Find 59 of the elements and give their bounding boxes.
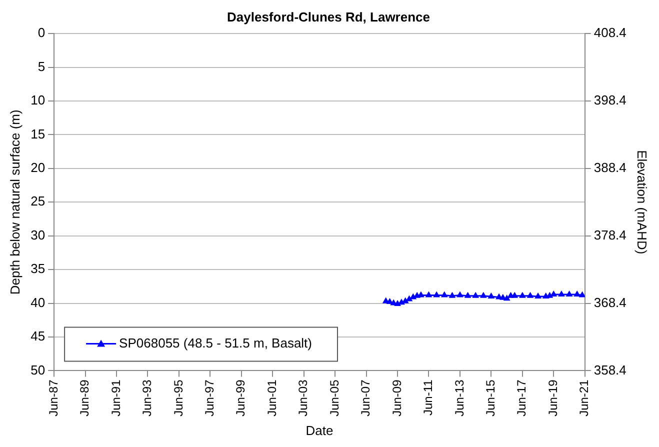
x-tick-label: Jun-17 <box>514 379 529 416</box>
y-tick-label: 20 <box>30 160 46 176</box>
point <box>496 294 502 300</box>
y-tick-label: 0 <box>38 25 46 40</box>
point <box>550 291 557 297</box>
y-tick-label: 35 <box>30 261 46 276</box>
point <box>434 292 440 298</box>
x-tick-label: Jun-91 <box>108 379 123 416</box>
x-tick-label: Jun-97 <box>202 379 217 416</box>
y2-axis-title: Elevation (mAHD) <box>634 150 650 254</box>
x-tick-label: Jun-93 <box>140 379 154 416</box>
x-tick-label: Jun-95 <box>171 379 186 416</box>
y-tick-label: 30 <box>30 227 46 242</box>
point <box>558 291 564 297</box>
y2-tick-label: 398.4 <box>594 92 626 108</box>
point <box>418 292 424 298</box>
x-tick-label: Jun-21 <box>577 379 592 416</box>
y-tick-label: 5 <box>38 58 46 74</box>
y-tick-label: 25 <box>30 194 46 209</box>
x-tick-label: Jun-07 <box>358 379 373 416</box>
x-tick-label: Jun-01 <box>264 379 279 416</box>
y2-tick-label: 378.4 <box>594 227 626 242</box>
x-axis-title: Date <box>306 422 334 438</box>
point <box>394 300 400 306</box>
point <box>542 293 549 299</box>
x-tick-label: Jun-87 <box>46 379 60 416</box>
point <box>579 292 585 298</box>
y-tick-label: 45 <box>30 328 46 344</box>
y2-tick-label: 368.4 <box>594 294 626 310</box>
point <box>441 292 448 298</box>
y-tick-label: 15 <box>30 126 46 142</box>
y2-tick-label: 388.4 <box>594 160 626 176</box>
point <box>566 291 572 297</box>
point <box>457 292 463 298</box>
x-tick-label: Jun-13 <box>452 379 466 416</box>
point <box>574 291 580 297</box>
point <box>488 293 494 299</box>
point <box>535 293 541 299</box>
point <box>504 295 510 301</box>
y-axis-title: Depth below natural surface (m) <box>7 110 22 295</box>
y-tick-label: 40 <box>30 294 46 310</box>
x-tick-label: Jun-15 <box>483 379 498 416</box>
x-tick-label: Jun-11 <box>421 379 436 416</box>
x-tick-label: Jun-19 <box>546 379 560 416</box>
chart-title: Daylesford-Clunes Rd, Lawrence <box>227 9 430 24</box>
y-tick-label: 50 <box>30 362 46 378</box>
x-tick-label: Jun-89 <box>78 379 92 416</box>
x-tick-label: Jun-03 <box>296 379 310 416</box>
y2-tick-label: 408.4 <box>594 25 626 40</box>
y-tick-label: 10 <box>30 92 46 108</box>
x-tick-label: Jun-99 <box>234 379 248 416</box>
point <box>410 294 416 300</box>
x-tick-label: Jun-09 <box>390 379 404 416</box>
point <box>398 299 404 305</box>
point <box>426 292 432 298</box>
point <box>406 296 412 302</box>
y2-tick-label: 358.4 <box>594 362 626 378</box>
x-tick-label: Jun-05 <box>327 379 342 416</box>
legend-label: SP068055 (48.5 - 51.5 m, Basalt) <box>119 335 312 350</box>
